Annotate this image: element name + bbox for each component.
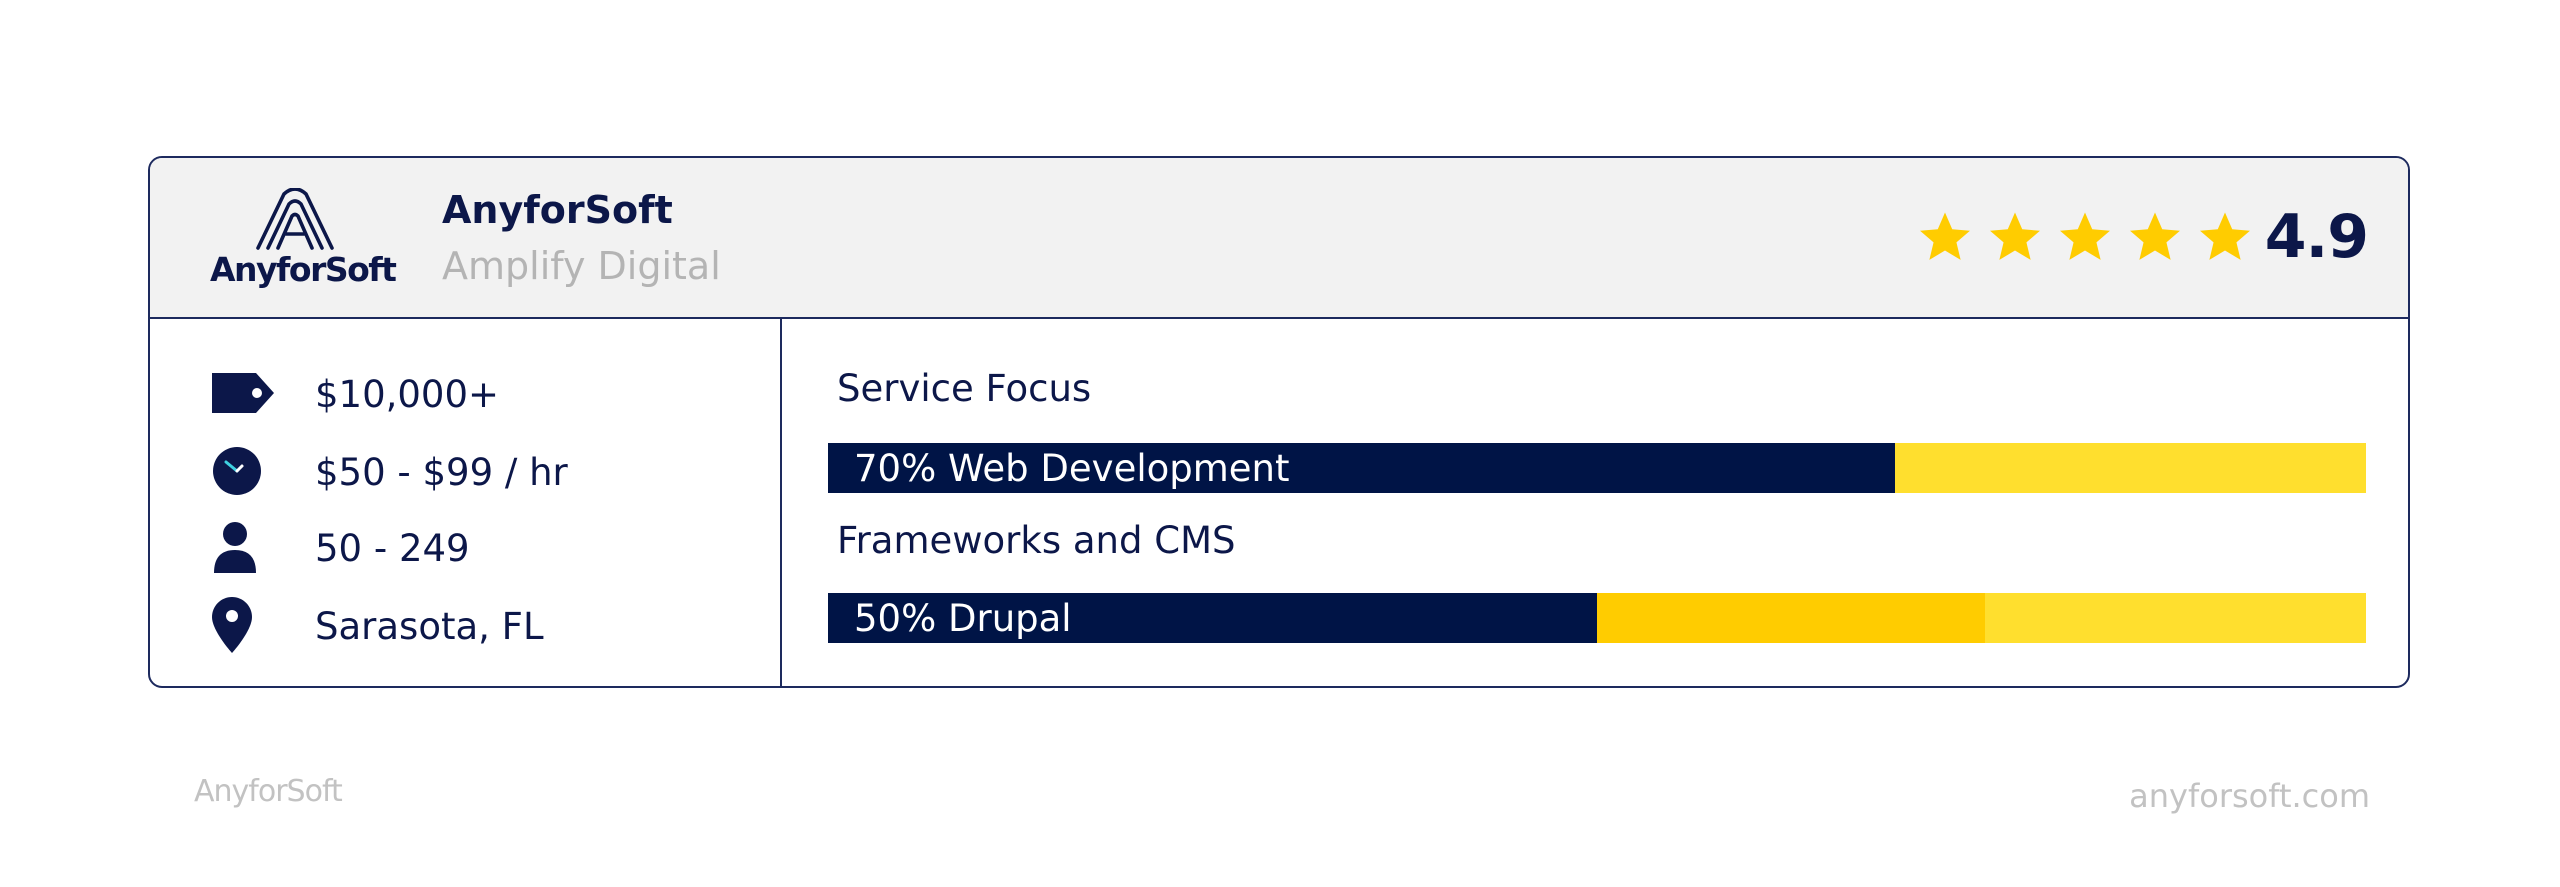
star-icon — [1990, 212, 2040, 260]
details-column: $10,000+ $50 - $99 / hr 50 - 249 Sarasot… — [150, 319, 782, 686]
company-subtitle: Amplify Digital — [442, 244, 721, 288]
service-focus-segment-web-development: 70% Web Development — [828, 443, 1896, 493]
star-icon — [2200, 212, 2250, 260]
clock-icon — [212, 441, 262, 501]
hourly-rate: $50 - $99 / hr — [150, 441, 782, 501]
location: Sarasota, FL — [150, 595, 782, 655]
star-icon — [1920, 212, 1970, 260]
price-tag-icon — [212, 363, 274, 423]
frameworks-bar: 50% Drupal — [828, 593, 2366, 643]
service-focus-segment-other — [1895, 443, 2366, 493]
employees: 50 - 249 — [150, 517, 782, 577]
min-project-size: $10,000+ — [150, 363, 782, 423]
frameworks-bar-label: 50% Drupal — [854, 597, 1072, 640]
employees-text: 50 - 249 — [315, 527, 470, 570]
company-logo: AnyforSoft — [210, 188, 397, 289]
person-icon — [212, 517, 262, 577]
service-focus-bar-label: 70% Web Development — [854, 447, 1290, 490]
star-icon — [2060, 212, 2110, 260]
logo-text: AnyforSoft — [210, 250, 397, 289]
star-rating — [1903, 204, 2253, 270]
focus-column: Service Focus 70% Web Development Framew… — [782, 319, 2408, 686]
hourly-rate-text: $50 - $99 / hr — [315, 451, 568, 494]
service-focus-label: Service Focus — [837, 367, 1092, 410]
star-icon — [2130, 212, 2180, 260]
logo-mark-icon — [256, 188, 334, 250]
frameworks-label: Frameworks and CMS — [837, 519, 1236, 562]
company-card: AnyforSoft AnyforSoft Amplify Digital 4.… — [148, 156, 2410, 688]
footer-brand: AnyforSoft — [194, 774, 343, 809]
location-pin-icon — [212, 595, 262, 655]
location-text: Sarasota, FL — [315, 605, 544, 648]
frameworks-segment-drupal: 50% Drupal — [828, 593, 1597, 643]
rating-value: 4.9 — [2264, 202, 2369, 272]
company-name: AnyforSoft — [442, 188, 673, 232]
min-project-size-text: $10,000+ — [315, 373, 500, 416]
card-header: AnyforSoft AnyforSoft Amplify Digital 4.… — [150, 158, 2408, 319]
frameworks-segment-third — [1985, 593, 2366, 643]
footer-url[interactable]: anyforsoft.com — [2129, 777, 2370, 815]
service-focus-bar: 70% Web Development — [828, 443, 2366, 493]
frameworks-segment-second — [1597, 593, 1985, 643]
